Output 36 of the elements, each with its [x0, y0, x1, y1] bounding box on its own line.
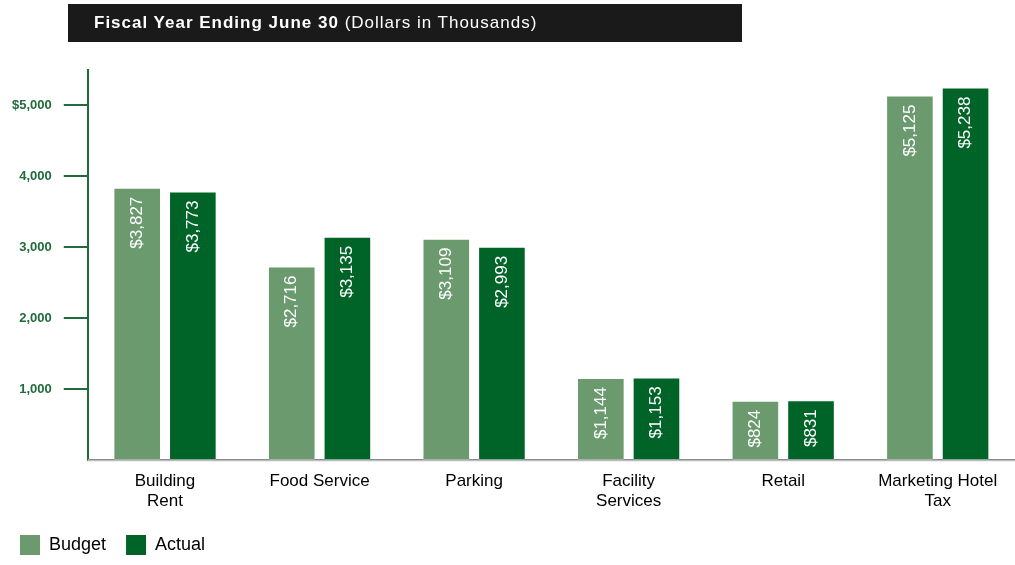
data-label: $5,238: [955, 96, 975, 149]
x-tick-label: Retail: [761, 471, 805, 491]
data-label: $2,993: [491, 255, 511, 308]
x-tick-label: Facility Services: [596, 471, 662, 511]
y-tick-label: $5,000: [12, 97, 52, 113]
y-tick-label: 3,000: [19, 238, 52, 254]
data-label: $2,716: [281, 275, 301, 328]
data-label: $3,135: [337, 245, 357, 298]
data-label: $1,153: [646, 386, 666, 439]
bar: [324, 237, 371, 461]
legend-label: Budget: [49, 533, 107, 554]
y-tick-label: 2,000: [19, 309, 52, 325]
y-tick-label: 4,000: [19, 168, 52, 183]
x-tick-label: Food Service: [269, 471, 370, 491]
y-tick-label: 1,000: [19, 380, 52, 396]
bar: [942, 88, 989, 461]
legend-label: Actual: [155, 533, 206, 554]
bar: [887, 96, 933, 461]
bar: [170, 192, 216, 461]
bar: [268, 267, 315, 461]
bar: [578, 379, 624, 461]
data-label: $3,109: [435, 247, 455, 300]
bar: [114, 188, 161, 461]
chart-subtitle: (Dollars in Thousands): [344, 13, 538, 32]
data-label: $1,144: [590, 387, 610, 440]
x-tick-label: Building Rent: [134, 471, 196, 511]
x-tick-label: Parking: [445, 471, 503, 491]
bar: [479, 247, 525, 461]
chart-title: Fiscal Year Ending June 30: [94, 13, 339, 32]
data-label: $831: [800, 409, 820, 448]
data-label: $3,773: [182, 200, 202, 253]
bar: [423, 239, 470, 461]
data-label: $824: [745, 409, 765, 448]
data-label: $5,125: [899, 104, 919, 157]
x-tick-label: Marketing Hotel Tax: [878, 471, 998, 511]
data-label: $3,827: [126, 196, 146, 249]
